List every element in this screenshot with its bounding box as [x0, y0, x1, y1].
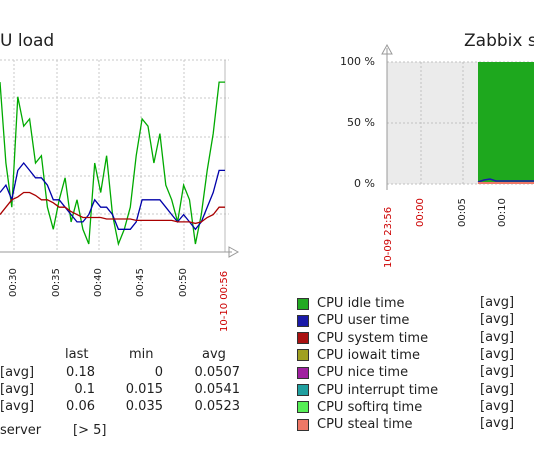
stats-cell-min: 0.035 [125, 399, 163, 414]
stats-cell-last: 0.06 [66, 399, 95, 414]
legend-item: CPU system time [297, 330, 428, 347]
legend-item: CPU iowait time [297, 347, 420, 364]
legend-color-swatch [297, 332, 309, 345]
legend-label: CPU user time [317, 313, 410, 329]
cpu-user-line [477, 178, 534, 183]
stats-row-label: [avg] [0, 382, 35, 397]
trigger-value: [> 5] [73, 423, 107, 438]
legend-label: CPU iowait time [317, 347, 420, 363]
cpu-utilization-chart [381, 43, 534, 190]
stats-cell-last: 0.1 [74, 382, 95, 397]
stats-cell-min: 0.015 [125, 382, 163, 397]
cpu-idle-area [478, 62, 534, 184]
left-chart-series [0, 81, 225, 247]
y-axis-arrow-icon [381, 43, 393, 55]
legend-label: CPU softirq time [317, 399, 423, 415]
left-x-tick: 00:30 [8, 268, 19, 297]
right-y-tick-0: 0 % [354, 177, 375, 190]
legend-color-swatch [297, 297, 309, 310]
right-x-tick-0000: 00:00 [415, 198, 426, 227]
stats-cell-last: 0.18 [66, 365, 95, 380]
legend-label: CPU idle time [317, 296, 405, 311]
legend-item: CPU idle time [297, 295, 405, 312]
stats-row-label: [avg] [0, 399, 35, 414]
x-axis-arrow-icon [228, 246, 240, 258]
left-x-tick: 00:45 [135, 268, 146, 297]
cpu-load-chart [0, 59, 240, 258]
left-x-tick: 00:50 [178, 268, 189, 297]
legend-aggregation: [avg] [480, 329, 515, 345]
legend-color-swatch [297, 401, 309, 414]
left-series-line [0, 191, 225, 225]
stats-cell-avg: 0.0523 [194, 399, 241, 414]
stats-cell-avg: 0.0507 [194, 365, 241, 380]
legend-color-swatch [297, 349, 309, 362]
legend-item: CPU interrupt time [297, 382, 438, 399]
trigger-label: server [0, 423, 42, 438]
legend-item: CPU softirq time [297, 399, 422, 416]
legend-color-swatch [297, 366, 309, 379]
stats-header-last: last [65, 347, 89, 362]
legend-item: CPU user time [297, 312, 409, 329]
left-x-tick: 00:35 [51, 268, 62, 297]
right-x-tick-0005: 00:05 [457, 198, 468, 227]
legend-label: CPU system time [317, 330, 429, 346]
legend-aggregation: [avg] [480, 381, 515, 397]
left-series-line [0, 161, 225, 231]
legend-label: CPU nice time [317, 365, 409, 381]
stats-header-avg: avg [202, 347, 226, 362]
right-graph-title: Zabbix s [464, 31, 534, 51]
right-y-tick-50: 50 % [347, 116, 375, 129]
legend-aggregation: [avg] [480, 295, 515, 310]
right-x-tick-0010: 00:10 [497, 198, 508, 227]
right-x-start-label: 10-09 23:56 [383, 206, 394, 268]
left-x-tick: 00:40 [93, 268, 104, 297]
legend-item: CPU steal time [297, 416, 413, 433]
right-y-tick-100: 100 % [340, 55, 375, 68]
legend-aggregation: [avg] [480, 398, 515, 414]
stats-header-min: min [129, 347, 154, 362]
left-x-end-label: 10-10 00:56 [219, 270, 230, 332]
legend-color-swatch [297, 314, 309, 327]
legend-aggregation: [avg] [480, 346, 515, 362]
stats-cell-min: 0 [154, 365, 163, 380]
legend-aggregation: [avg] [480, 364, 515, 380]
cpu-steal-area [478, 182, 534, 184]
legend-label: CPU steal time [317, 417, 413, 433]
legend-aggregation: [avg] [480, 416, 515, 432]
right-chart-grid [387, 61, 534, 185]
stats-cell-avg: 0.0541 [194, 382, 241, 397]
legend-color-swatch [297, 384, 309, 396]
left-graph-title: U load [0, 31, 55, 51]
legend-item: CPU nice time [297, 364, 408, 381]
legend-label: CPU interrupt time [317, 382, 439, 398]
legend-color-swatch [297, 418, 309, 431]
stats-row-label: [avg] [0, 365, 35, 380]
legend-aggregation: [avg] [480, 312, 515, 328]
